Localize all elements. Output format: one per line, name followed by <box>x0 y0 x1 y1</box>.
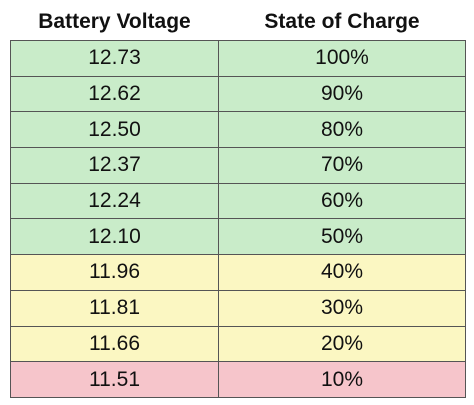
voltage-cell: 11.96 <box>10 254 219 291</box>
voltage-cell: 11.66 <box>10 325 219 363</box>
charge-cell: 40% <box>218 254 466 291</box>
table-row: 12.73 100% <box>10 40 466 77</box>
table-row: 11.81 30% <box>10 289 466 327</box>
table-row: 11.51 10% <box>10 361 466 398</box>
table-row: 12.50 80% <box>10 111 466 149</box>
table-row: 11.96 40% <box>10 254 466 291</box>
voltage-cell: 12.50 <box>10 111 219 149</box>
table-header: Battery Voltage State of Charge <box>11 4 466 41</box>
charge-cell: 90% <box>218 75 466 113</box>
voltage-cell: 11.81 <box>10 289 219 327</box>
voltage-cell: 11.51 <box>10 361 219 398</box>
table-body: 12.73 100% 12.62 90% 12.50 80% 12.37 70% 12.24 60… <box>10 40 466 398</box>
header-row: Battery Voltage State of Charge <box>11 4 466 41</box>
charge-cell: 80% <box>218 111 466 149</box>
voltage-cell: 12.37 <box>10 147 219 184</box>
charge-cell: 30% <box>218 289 466 327</box>
table-row: 12.37 70% <box>10 147 466 184</box>
header-cell: Battery Voltage <box>38 10 191 33</box>
header-cell: State of Charge <box>264 10 420 33</box>
voltage-cell: 12.62 <box>10 75 219 113</box>
table-row: 12.24 60% <box>10 182 466 220</box>
table-row: 11.66 20% <box>10 325 466 363</box>
table-row: 12.62 90% <box>10 75 466 113</box>
voltage-cell: 12.24 <box>10 182 219 220</box>
charge-cell: 70% <box>218 147 466 184</box>
charge-cell: 100% <box>218 40 466 77</box>
charge-table: Battery Voltage State of Charge 12.73 100… <box>10 4 466 398</box>
charge-cell: 60% <box>218 182 466 220</box>
charge-cell: 50% <box>218 218 466 256</box>
charge-cell: 10% <box>218 361 466 398</box>
charge-cell: 20% <box>218 325 466 363</box>
table-row: 12.10 50% <box>10 218 466 256</box>
voltage-cell: 12.73 <box>10 40 219 77</box>
voltage-cell: 12.10 <box>10 218 219 256</box>
